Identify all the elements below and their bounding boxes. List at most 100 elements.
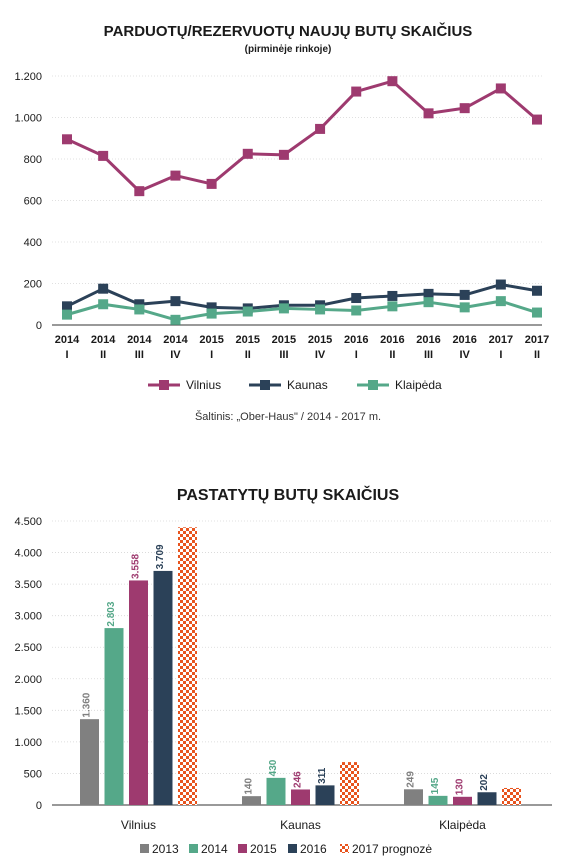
data-point: [134, 304, 145, 315]
line-chart: PARDUOTŲ/REZERVUOTŲ NAUJŲ BUTŲ SKAIČIUS (…: [14, 22, 549, 423]
y-tick-label: 1.000: [14, 113, 42, 125]
y-tick-label: 800: [24, 154, 42, 166]
y-tick-label: 1.200: [14, 71, 42, 83]
legend-marker: [368, 380, 378, 390]
data-point: [278, 149, 289, 160]
y-tick-label: 3.500: [14, 579, 42, 591]
x-tick-year: 2016: [344, 334, 368, 346]
data-point: [315, 123, 326, 134]
data-point: [532, 285, 542, 296]
data-label: 311: [317, 767, 328, 784]
data-label: 430: [268, 759, 279, 776]
data-label: 130: [455, 778, 466, 795]
x-tick-year: 2014: [163, 334, 188, 346]
data-point: [459, 103, 470, 114]
series-line: [66, 79, 538, 193]
x-tick-year: 2014: [55, 334, 80, 346]
x-tick-year: 2015: [236, 334, 260, 346]
data-label: 1.360: [82, 692, 93, 717]
data-point: [459, 289, 470, 300]
data-point: [62, 134, 72, 145]
bar: [340, 762, 359, 805]
data-point: [62, 301, 72, 312]
bar: [315, 785, 335, 805]
legend-swatch: [288, 844, 297, 853]
series-line: [66, 283, 538, 310]
data-label: 246: [293, 771, 304, 788]
x-tick-year: 2016: [452, 334, 476, 346]
x-tick-year: 2014: [127, 334, 152, 346]
line-chart-subtitle: (pirminėje rinkoje): [245, 44, 332, 55]
legend-marker: [159, 380, 169, 390]
bar-chart-title: PASTATYTŲ BUTŲ SKAIČIUS: [177, 485, 400, 504]
data-point: [495, 296, 506, 307]
legend-label: 2015: [250, 842, 277, 856]
data-point: [423, 288, 434, 299]
data-point: [532, 114, 542, 125]
x-category-label: Kaunas: [280, 818, 321, 832]
legend-label: Kaunas: [287, 378, 328, 392]
data-label: 140: [244, 778, 255, 795]
bar: [404, 789, 423, 805]
data-label: 145: [430, 777, 441, 794]
data-point: [532, 307, 542, 318]
x-tick-quarter: II: [100, 349, 106, 361]
bar: [453, 796, 472, 805]
data-point: [170, 314, 181, 325]
bar: [477, 792, 497, 805]
y-tick-label: 0: [36, 800, 42, 812]
legend-swatch: [189, 844, 198, 853]
x-tick-year: 2014: [91, 334, 116, 346]
x-tick-quarter: I: [65, 349, 68, 361]
data-point: [206, 178, 217, 189]
y-tick-label: 3.000: [14, 611, 42, 623]
x-tick-quarter: I: [499, 349, 502, 361]
y-tick-label: 600: [24, 196, 42, 208]
data-point: [62, 309, 72, 320]
data-point: [387, 290, 398, 301]
legend-label: 2017 prognozė: [352, 842, 432, 856]
data-point: [351, 293, 362, 304]
x-tick-quarter: III: [424, 349, 433, 361]
x-tick-quarter: III: [279, 349, 288, 361]
x-tick-year: 2016: [380, 334, 404, 346]
bar: [153, 570, 173, 805]
data-label: 3.558: [131, 553, 142, 578]
data-point: [242, 306, 253, 317]
data-point: [387, 76, 398, 87]
y-tick-label: 1.000: [14, 737, 42, 749]
data-point: [423, 297, 434, 308]
bar: [502, 787, 521, 805]
data-label: 249: [406, 771, 417, 788]
x-tick-year: 2017: [489, 334, 513, 346]
bar: [242, 796, 261, 805]
x-tick-quarter: II: [245, 349, 251, 361]
data-point: [495, 83, 506, 94]
data-label: 202: [479, 774, 490, 791]
bar: [104, 628, 124, 805]
y-tick-label: 2.000: [14, 674, 42, 686]
bar-chart: PASTATYTŲ BUTŲ SKAIČIUS 0 500 1.000 1.500 2.0…: [14, 485, 552, 856]
data-point: [134, 186, 145, 197]
x-tick-year: 2016: [416, 334, 440, 346]
data-point: [423, 108, 434, 119]
legend-label: 2016: [300, 842, 327, 856]
data-point: [170, 170, 181, 181]
legend-swatch: [238, 844, 247, 853]
data-point: [242, 148, 253, 159]
data-point: [134, 299, 145, 310]
legend-label: 2014: [201, 842, 228, 856]
y-tick-label: 2.500: [14, 642, 42, 654]
legend-label: Vilnius: [186, 378, 221, 392]
data-point: [387, 301, 398, 312]
x-category-label: Vilnius: [121, 818, 156, 832]
source-note: Šaltinis: „Ober-Haus" / 2014 - 2017 m.: [195, 410, 381, 423]
x-tick-quarter: IV: [315, 349, 326, 361]
data-label: 2.803: [106, 601, 117, 626]
y-tick-label: 400: [24, 237, 42, 249]
data-point: [278, 303, 289, 314]
x-category-label: Klaipėda: [439, 818, 486, 832]
data-point: [351, 86, 362, 97]
x-tick-quarter: IV: [170, 349, 181, 361]
